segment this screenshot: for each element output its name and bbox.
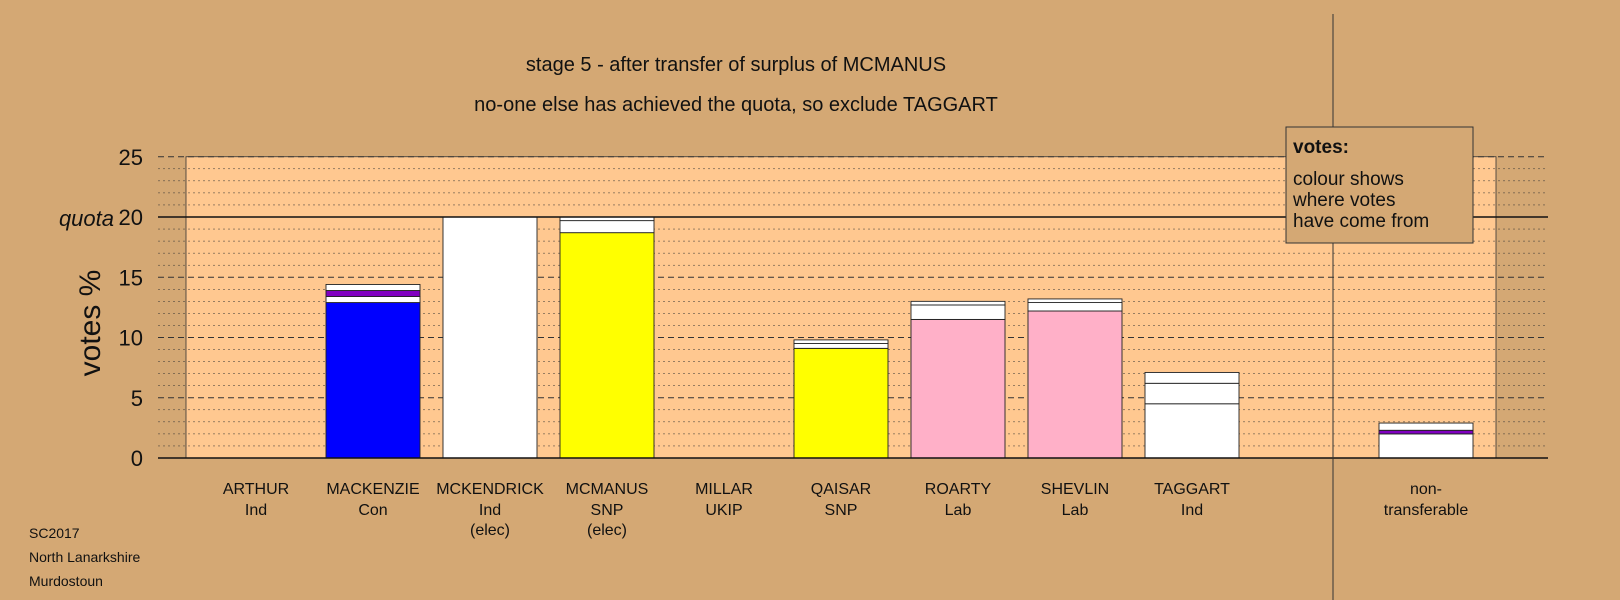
bar-segment (325, 284, 421, 291)
bar-segment (793, 347, 889, 459)
constituency-info: SC2017 North Lanarkshire Murdostoun (29, 521, 140, 593)
candidate-name-label: TAGGART (1154, 481, 1230, 498)
bar-segment (1144, 371, 1240, 384)
bar-segment (1027, 302, 1123, 312)
legend-line-2: where votes (1292, 190, 1395, 211)
bar-segment (910, 318, 1006, 459)
legend-box: votes: colour shows where votes have com… (1285, 126, 1474, 244)
bar-segment (793, 339, 889, 344)
candidate-party-label: Ind (1181, 502, 1203, 519)
candidate-party-label: Ind (245, 502, 267, 519)
candidate-party-label: Ind (479, 502, 501, 519)
bar-mckendrick (442, 216, 538, 459)
chart-title: stage 5 - after transfer of surplus of M… (526, 54, 946, 76)
legend-line-3: have come from (1293, 211, 1429, 232)
candidate-name-label: MCKENDRICK (436, 481, 544, 498)
y-axis-label: votes % (74, 270, 107, 377)
bar-segment (325, 302, 421, 459)
bar-segment (1378, 429, 1474, 435)
candidate-name-label: ROARTY (925, 481, 992, 498)
bar-mackenzie (325, 284, 421, 459)
bar-segment (1144, 403, 1240, 459)
bar-segment (793, 343, 889, 349)
bar-segment (559, 232, 655, 459)
bar-taggart (1144, 371, 1240, 459)
candidate-name-label: ARTHUR (223, 481, 289, 498)
legend-line-1: colour shows (1293, 169, 1404, 190)
y-tick-label: 15 (119, 265, 143, 290)
bar-shevlin (1027, 298, 1123, 459)
bar-segment (1378, 433, 1474, 459)
candidate-party-label: UKIP (705, 502, 742, 519)
chart-subtitle: no-one else has achieved the quota, so e… (474, 94, 998, 116)
bar-segment (325, 290, 421, 297)
election-code: SC2017 (29, 525, 80, 541)
candidate-name-label: SHEVLIN (1041, 481, 1109, 498)
y-tick-label: 20 (119, 205, 143, 230)
y-tick-label: 10 (119, 326, 143, 351)
candidate-party-label: SNP (591, 502, 624, 519)
candidate-status-label: (elec) (587, 522, 627, 539)
bar-segment (325, 296, 421, 304)
candidate-name-label: QAISAR (811, 481, 871, 498)
bar-qaisar (793, 339, 889, 459)
candidate-name-label: MILLAR (695, 481, 753, 498)
bar-segment (559, 220, 655, 234)
candidate-party-label: Lab (945, 502, 972, 519)
legend-title: votes: (1293, 137, 1349, 158)
candidate-status-label: (elec) (470, 522, 510, 539)
candidate-party-label: SNP (825, 502, 858, 519)
candidate-party-label: transferable (1384, 502, 1469, 519)
y-tick-label: 25 (119, 145, 143, 170)
candidate-name-label: MCMANUS (566, 481, 649, 498)
bar-mcmanus (559, 216, 655, 459)
ward-name: Murdostoun (29, 573, 103, 589)
candidate-name-label: MACKENZIE (326, 481, 419, 498)
council-name: North Lanarkshire (29, 549, 141, 565)
bar-roarty (910, 300, 1006, 459)
candidate-party-label: Lab (1062, 502, 1089, 519)
bar-segment (1144, 382, 1240, 405)
bar-segment (1027, 298, 1123, 304)
bar-segment (910, 304, 1006, 320)
bar-segment (910, 300, 1006, 306)
bar-segment (1378, 422, 1474, 431)
quota-label: quota (59, 206, 114, 231)
bar-segment (1027, 310, 1123, 459)
bar-non (1378, 422, 1474, 459)
y-tick-label: 0 (131, 446, 143, 471)
bar-segment (442, 216, 538, 459)
candidate-party-label: Con (358, 502, 387, 519)
y-tick-label: 5 (131, 386, 143, 411)
candidate-name-label: non- (1410, 481, 1442, 498)
